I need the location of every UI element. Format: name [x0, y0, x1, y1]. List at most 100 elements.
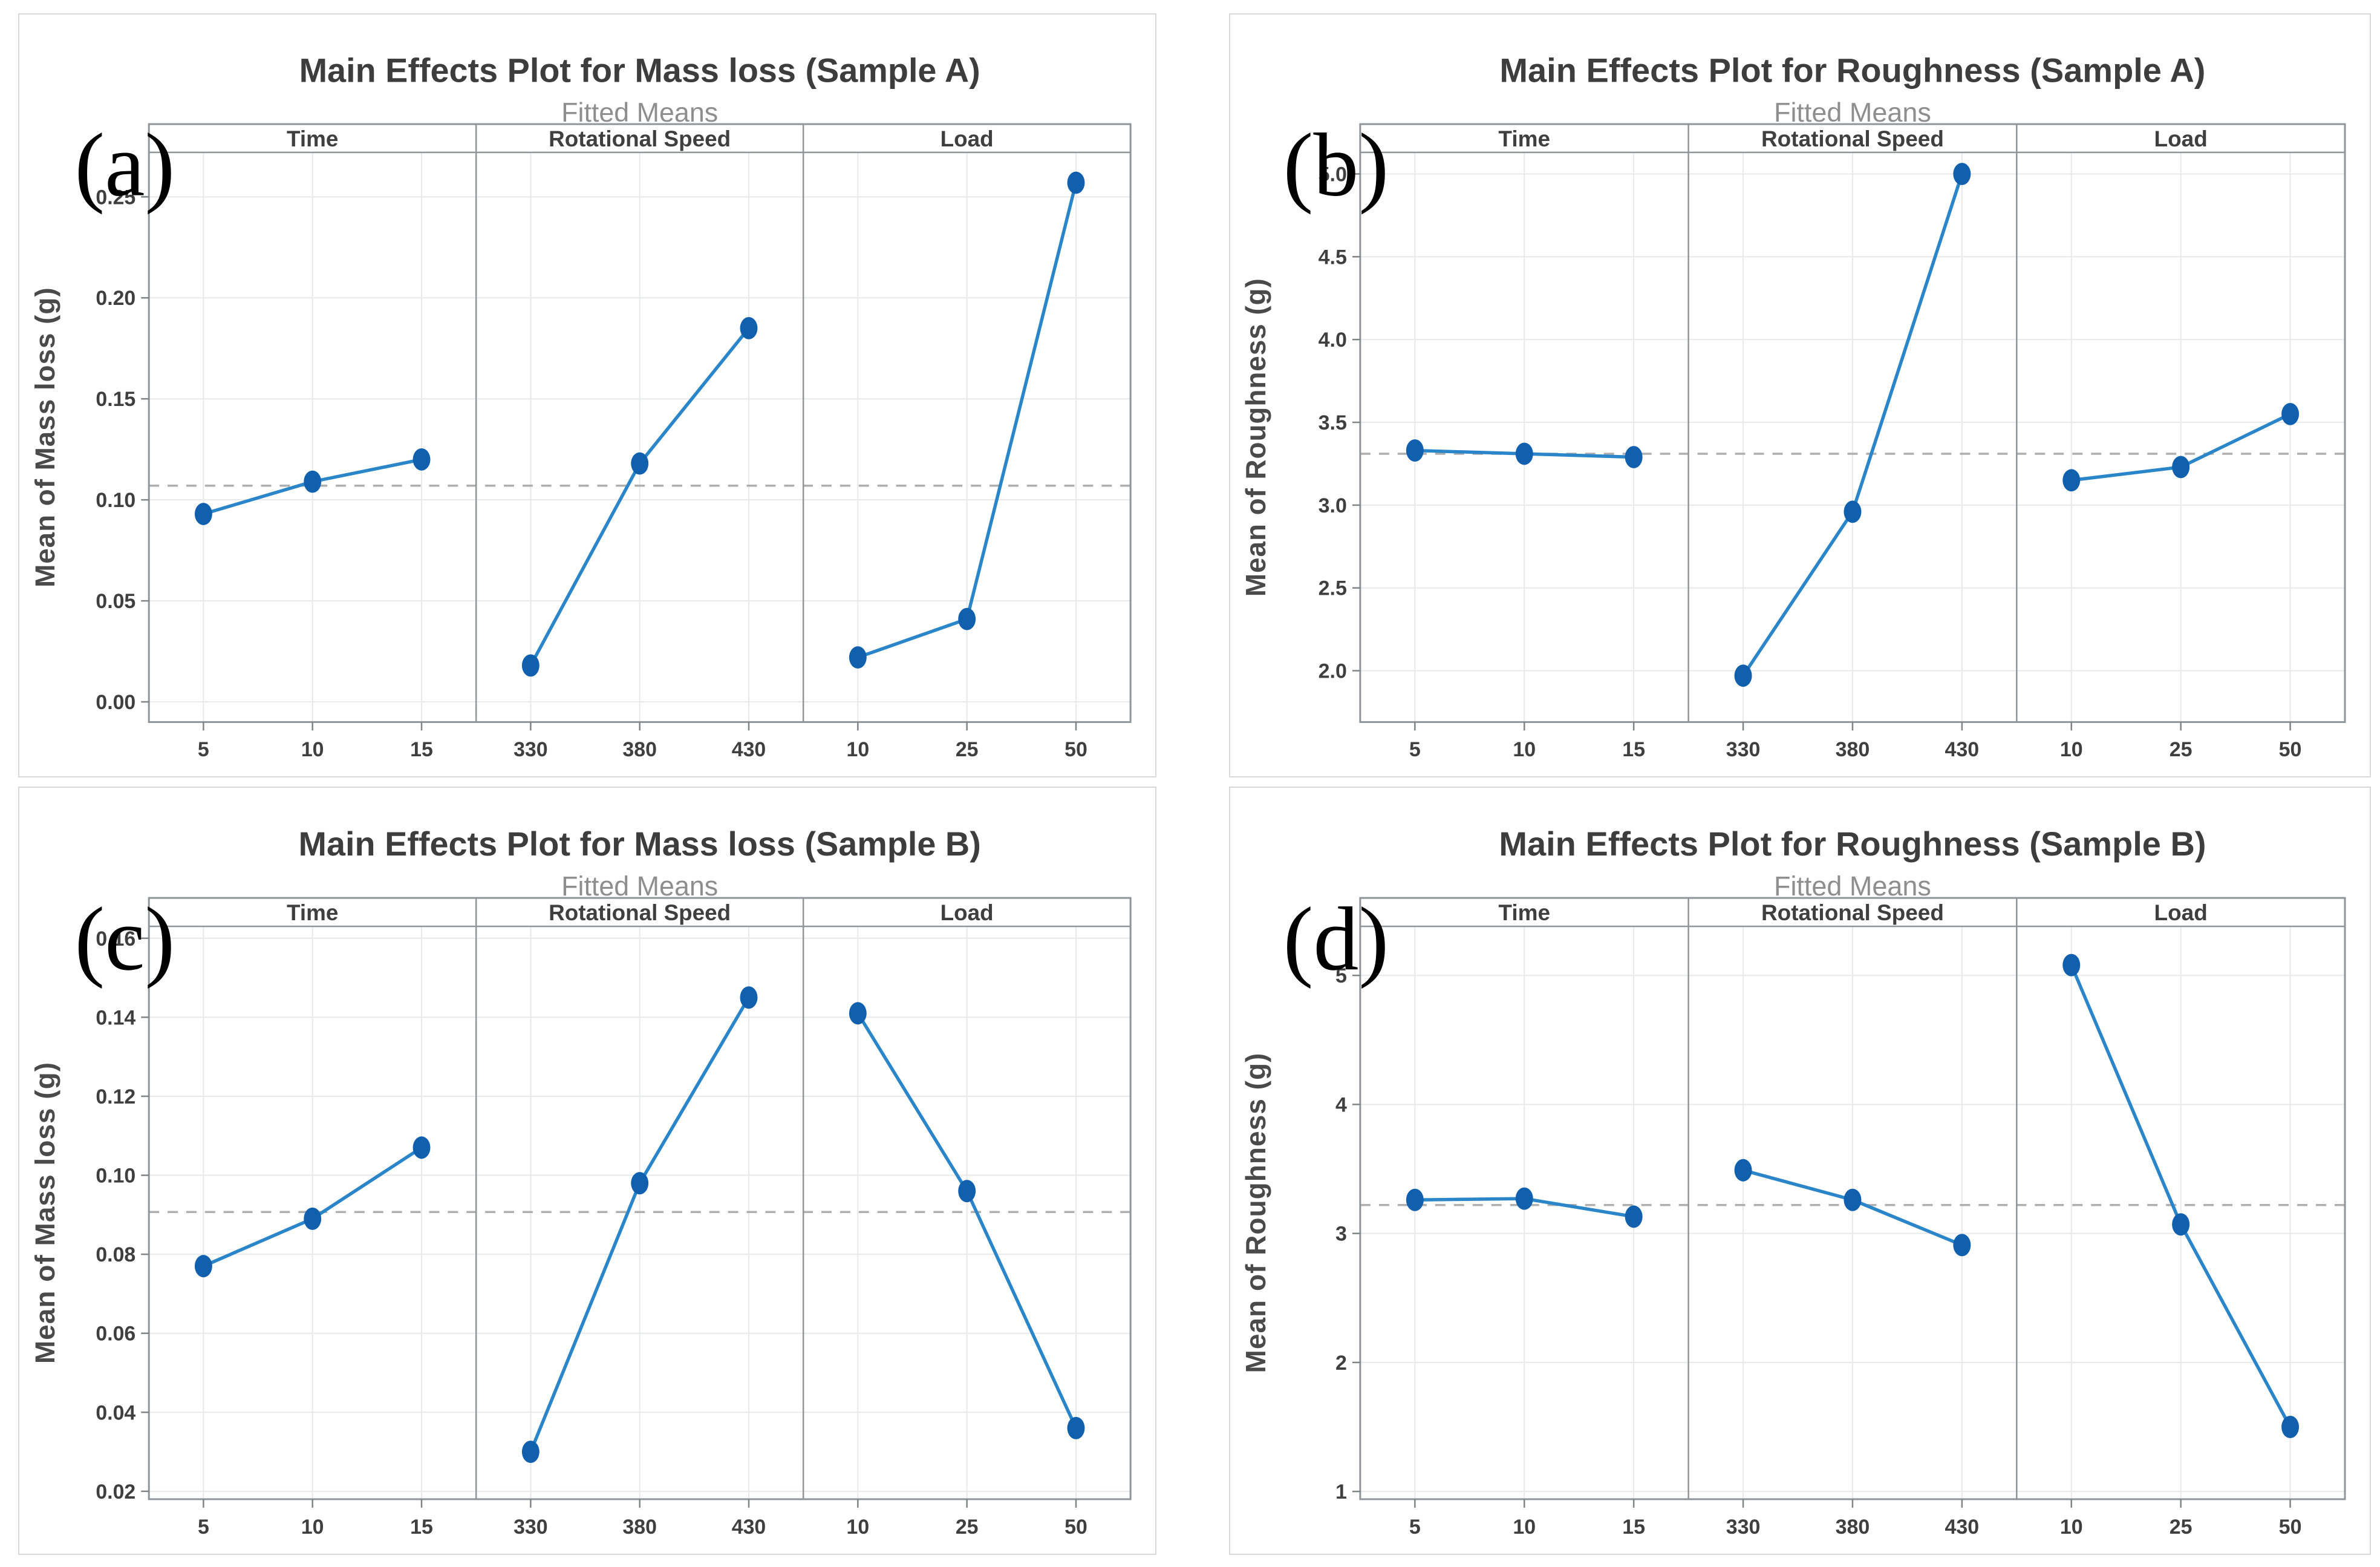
y-axis-title: Mean of Roughness (g) — [1240, 278, 1271, 597]
x-tick-label: 25 — [956, 1516, 979, 1539]
x-tick-label: 380 — [1836, 738, 1870, 761]
data-point-marker — [412, 1136, 431, 1159]
y-tick-label: 0.06 — [96, 1323, 135, 1346]
panel-header-label: Time — [287, 900, 338, 925]
chart-card-roughness-sample-a: 2.0 2.5 3.0 3.5 4.0 4.5 5.0 Time 5 10 15 Rotational… — [1229, 13, 2371, 777]
y-tick-label: 0.05 — [96, 590, 135, 613]
chart-subtitle: Fitted Means — [561, 871, 718, 901]
data-point-marker — [2062, 954, 2081, 977]
x-tick-label: 25 — [2170, 1516, 2193, 1539]
chart-svg: 2.0 2.5 3.0 3.5 4.0 4.5 5.0 Time 5 10 15 Rotational… — [1230, 15, 2370, 776]
x-tick-label: 15 — [410, 738, 433, 761]
x-tick-label: 330 — [1726, 738, 1761, 761]
y-tick-label: 0.14 — [96, 1006, 135, 1029]
x-tick-label: 25 — [2170, 738, 2193, 761]
chart-background — [19, 15, 1155, 776]
x-tick-label: 15 — [1622, 738, 1645, 761]
x-tick-label: 10 — [846, 738, 869, 761]
x-tick-label: 10 — [1513, 1516, 1536, 1539]
chart-title: Main Effects Plot for Mass loss (Sample … — [299, 51, 980, 89]
chart-card-roughness-sample-b: 1 2 3 4 5 Time 5 10 15 Rotational Speed 330 380 430 L… — [1229, 787, 2371, 1555]
x-tick-label: 380 — [622, 738, 656, 761]
data-point-marker — [194, 1255, 212, 1278]
data-point-marker — [1734, 664, 1752, 687]
data-point-marker — [304, 470, 322, 493]
x-tick-label: 10 — [847, 1516, 870, 1539]
data-point-marker — [958, 607, 976, 630]
chart-background — [1230, 788, 2370, 1554]
data-point-marker — [521, 1441, 540, 1464]
data-point-marker — [740, 316, 758, 339]
panel-header-label: Load — [941, 126, 994, 151]
chart-subtitle: Fitted Means — [561, 97, 718, 128]
data-point-marker — [1953, 163, 1971, 185]
x-tick-label: 430 — [732, 1516, 766, 1539]
y-tick-label: 0.16 — [96, 927, 135, 950]
panel-header-label: Rotational Speed — [549, 900, 731, 925]
data-point-marker — [2281, 402, 2300, 425]
panel-header-label: Load — [2154, 126, 2208, 151]
chart-title: Main Effects Plot for Mass loss (Sample … — [299, 825, 981, 863]
y-tick-label: 0.08 — [96, 1243, 135, 1266]
chart-svg: 1 2 3 4 5 Time 5 10 15 Rotational Speed 330 380 430 L… — [1230, 788, 2370, 1554]
data-point-marker — [2172, 1213, 2190, 1236]
x-tick-label: 330 — [513, 738, 547, 761]
y-tick-label: 5.0 — [1319, 163, 1347, 186]
data-point-marker — [1625, 1205, 1643, 1228]
x-tick-label: 380 — [1836, 1516, 1870, 1539]
data-point-marker — [1953, 1234, 1971, 1257]
y-tick-label: 2 — [1335, 1352, 1347, 1375]
subfigure-label: (d) — [1283, 889, 1389, 989]
data-point-marker — [1625, 446, 1643, 468]
x-tick-label: 50 — [1064, 738, 1087, 761]
chart-subtitle: Fitted Means — [1774, 871, 1931, 901]
x-tick-label: 5 — [1409, 738, 1421, 761]
data-point-marker — [849, 646, 867, 669]
y-tick-label: 3.0 — [1319, 494, 1347, 517]
data-point-marker — [521, 654, 540, 677]
y-tick-label: 5 — [1335, 964, 1347, 987]
data-point-marker — [631, 452, 649, 475]
x-tick-label: 330 — [1726, 1516, 1761, 1539]
y-tick-label: 1 — [1335, 1480, 1347, 1503]
y-tick-label: 2.0 — [1319, 660, 1347, 683]
y-tick-label: 2.5 — [1319, 577, 1347, 600]
x-tick-label: 50 — [2279, 738, 2302, 761]
y-tick-label: 4.0 — [1319, 329, 1347, 352]
data-point-marker — [1067, 1416, 1085, 1439]
panel-header-label: Load — [941, 900, 994, 925]
y-tick-label: 0.20 — [96, 287, 135, 310]
x-tick-label: 50 — [2279, 1516, 2302, 1539]
y-tick-label: 0.12 — [96, 1085, 135, 1108]
data-point-marker — [412, 448, 431, 471]
data-point-marker — [2281, 1416, 2300, 1439]
data-point-marker — [2172, 456, 2190, 479]
data-point-marker — [1515, 1187, 1533, 1210]
x-tick-label: 430 — [1945, 1516, 1980, 1539]
x-tick-label: 5 — [198, 1516, 209, 1539]
x-tick-label: 25 — [956, 738, 979, 761]
data-point-marker — [849, 1002, 867, 1025]
y-tick-label: 3 — [1335, 1223, 1347, 1246]
x-tick-label: 10 — [2060, 1516, 2083, 1539]
chart-title: Main Effects Plot for Roughness (Sample … — [1499, 51, 2205, 90]
panel-header-label: Rotational Speed — [1761, 126, 1944, 151]
subfigure-label: (b) — [1283, 116, 1389, 215]
chart-title: Main Effects Plot for Roughness (Sample … — [1499, 825, 2206, 863]
x-tick-label: 430 — [1945, 738, 1980, 761]
panel-header-label: Time — [1498, 126, 1550, 151]
y-tick-label: 0.25 — [96, 186, 135, 209]
data-point-marker — [1734, 1159, 1752, 1182]
y-tick-label: 0.00 — [96, 691, 135, 714]
panel-header-label: Time — [287, 126, 338, 151]
chart-background — [1230, 15, 2370, 776]
y-tick-label: 0.02 — [96, 1480, 135, 1503]
data-point-marker — [304, 1207, 322, 1230]
y-axis-title: Mean of Mass loss (g) — [30, 287, 60, 587]
data-point-marker — [1844, 1188, 1862, 1211]
data-point-marker — [194, 503, 212, 525]
subfigure-label: (a) — [74, 116, 175, 215]
x-tick-label: 50 — [1064, 1516, 1087, 1539]
chart-card-mass-loss-sample-b: 0.02 0.04 0.06 0.08 0.10 0.12 0.14 0.16 Time 5 10 1… — [18, 787, 1156, 1555]
